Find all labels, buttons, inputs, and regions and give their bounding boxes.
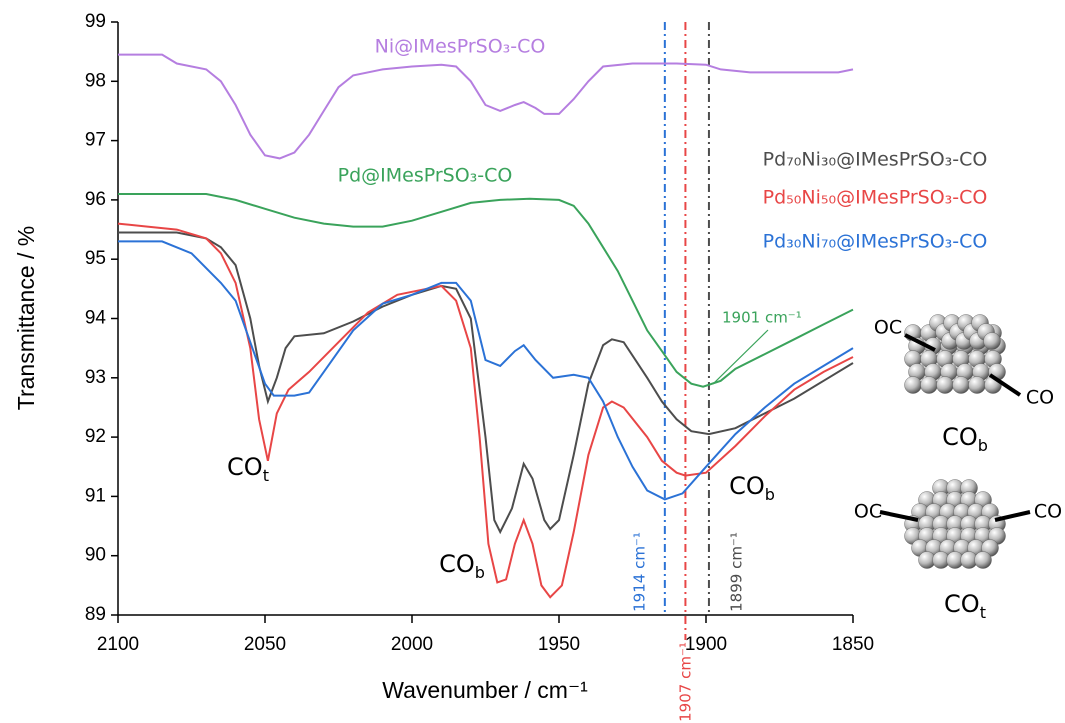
cluster-right-label: CO: [1026, 387, 1054, 409]
atom: [920, 376, 938, 394]
series-line: [118, 240, 854, 501]
annotation-text: CO: [227, 453, 263, 481]
annotation-text: CO: [439, 550, 475, 578]
bond: [904, 333, 936, 352]
y-tick-label: 97: [85, 130, 106, 151]
y-tick-label: 93: [85, 367, 106, 388]
bond: [988, 373, 1022, 397]
cluster-title-text: CO: [944, 590, 980, 618]
series-label: Ni@IMesPrSO₃-CO: [375, 36, 546, 58]
y-axis-label: Transmittance / %: [13, 226, 39, 410]
x-tick-label: 1900: [685, 634, 727, 655]
atom: [936, 376, 954, 394]
cluster-right-label: CO: [1034, 501, 1062, 523]
atom: [952, 376, 970, 394]
series-line: [118, 231, 854, 535]
series-label: Pd₃₀Ni₇₀@IMesPrSO₃-CO: [763, 231, 988, 253]
series-line: [117, 222, 854, 599]
atom: [968, 376, 986, 394]
y-tick-label: 96: [85, 189, 106, 210]
x-axis-label: Wavenumber / cm⁻¹: [382, 677, 588, 703]
cluster-title-sub: b: [978, 436, 988, 455]
series-label: Pd₅₀Ni₅₀@IMesPrSO₃-CO: [763, 187, 988, 209]
cluster-title-text: CO: [942, 423, 978, 451]
series-line: [118, 193, 854, 388]
marker-label: 1899 cm⁻¹: [728, 532, 746, 612]
y-tick-label: 95: [85, 248, 106, 269]
bond: [879, 510, 919, 522]
callout-label: 1901 cm⁻¹: [722, 309, 802, 327]
callout-line: [712, 329, 769, 385]
atom: [983, 332, 1001, 350]
atom: [974, 551, 992, 569]
atom: [904, 376, 922, 394]
annotation-text: CO: [729, 472, 765, 500]
cluster-title-sub: t: [980, 603, 986, 622]
y-tick-label: 99: [85, 11, 106, 32]
cluster-title: COt: [944, 590, 986, 622]
marker-label: 1914 cm⁻¹: [631, 532, 649, 612]
y-tick-label: 98: [85, 70, 106, 91]
annotation: COb: [729, 472, 775, 504]
x-tick-label: 1850: [832, 634, 874, 655]
annotation: COt: [227, 453, 269, 485]
cluster-left-label: OC: [854, 501, 882, 523]
y-tick-label: 92: [85, 426, 106, 447]
y-tick-label: 94: [85, 308, 107, 329]
series-label: Pd@IMesPrSO₃-CO: [338, 165, 513, 187]
marker-label: 1907 cm⁻¹: [677, 642, 695, 722]
x-tick-label: 1950: [538, 634, 580, 655]
annotation-sub: b: [475, 563, 485, 582]
y-tick-label: 91: [85, 485, 106, 506]
x-tick-label: 2000: [391, 634, 433, 655]
series-label: Pd₇₀Ni₃₀@IMesPrSO₃-CO: [763, 149, 988, 171]
y-tick-label: 89: [85, 604, 106, 625]
x-tick-label: 2050: [244, 634, 286, 655]
bond: [994, 510, 1031, 522]
y-tick-label: 90: [85, 545, 106, 566]
series-line: [118, 53, 854, 160]
x-tick-label: 2100: [97, 634, 139, 655]
cluster-title: COb: [942, 423, 988, 455]
cluster-left-label: OC: [874, 317, 902, 339]
annotation: COb: [439, 550, 485, 582]
annotation-sub: b: [765, 485, 775, 504]
annotation-sub: t: [263, 466, 269, 485]
